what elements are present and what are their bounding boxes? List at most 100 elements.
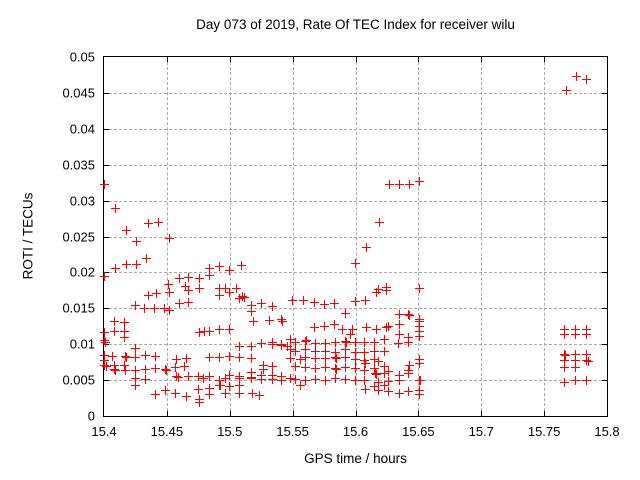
data-point-marker (340, 363, 350, 373)
data-point-marker (320, 363, 330, 373)
data-point-marker (255, 390, 265, 400)
data-point-marker (120, 351, 130, 361)
data-point-marker (110, 366, 120, 376)
y-tick-mark (104, 308, 109, 310)
data-point-marker (237, 292, 247, 302)
data-point-marker (379, 335, 389, 345)
data-point-marker (221, 389, 231, 399)
data-point-marker (235, 380, 245, 390)
x-tick-mark (481, 411, 483, 416)
data-point-marker (152, 289, 162, 299)
data-point-marker (221, 374, 231, 384)
data-point-marker (582, 330, 592, 340)
data-point-marker (276, 375, 286, 385)
data-point-marker (268, 301, 277, 311)
data-point-marker (359, 376, 369, 386)
data-point-marker (225, 351, 235, 361)
data-point-marker (415, 316, 425, 326)
data-point-marker (215, 262, 225, 272)
data-point-marker (300, 345, 310, 355)
y-tick-mark (104, 164, 109, 166)
data-point-marker (182, 354, 192, 364)
data-point-marker (395, 179, 404, 189)
data-point-marker (405, 179, 415, 189)
y-tick-mark (602, 92, 607, 94)
data-point-marker (395, 389, 404, 399)
data-point-marker (403, 310, 413, 320)
data-point-marker (172, 372, 182, 381)
data-point-marker (161, 386, 171, 396)
data-point-marker (171, 363, 181, 373)
data-point-marker (163, 280, 173, 290)
data-point-marker (403, 369, 413, 379)
data-point-marker (340, 336, 350, 346)
data-point-marker (415, 389, 425, 399)
data-point-marker (415, 177, 425, 187)
data-point-marker (319, 300, 329, 310)
data-point-marker (235, 353, 245, 363)
data-point-marker (351, 354, 360, 364)
data-point-marker (99, 351, 109, 361)
data-point-marker (283, 341, 293, 351)
data-point-marker (415, 359, 425, 369)
x-tick-label: 15.65 (402, 424, 435, 439)
x-tick-mark (355, 411, 357, 416)
data-point-marker (338, 325, 348, 335)
y-tick-mark (602, 128, 607, 130)
data-point-marker (235, 374, 245, 384)
data-point-marker (140, 374, 150, 384)
data-point-marker (382, 282, 392, 292)
data-point-marker (340, 353, 350, 363)
data-point-marker (110, 264, 120, 274)
data-point-marker (332, 364, 342, 374)
data-point-marker (285, 374, 295, 384)
data-point-marker (379, 361, 389, 371)
data-point-marker (330, 338, 340, 348)
data-point-marker (582, 325, 592, 335)
data-point-marker (200, 327, 210, 337)
data-point-marker (225, 265, 235, 275)
data-point-marker (195, 283, 205, 293)
x-tick-mark (481, 57, 483, 62)
data-point-marker (195, 273, 205, 283)
data-point-marker (403, 337, 413, 347)
data-point-marker (285, 354, 295, 364)
data-point-marker (384, 179, 394, 189)
data-point-marker (132, 237, 142, 247)
data-point-marker (361, 295, 371, 305)
data-point-marker (119, 318, 129, 328)
data-point-marker (374, 218, 384, 228)
data-point-marker (174, 298, 184, 308)
y-tick-mark (602, 344, 607, 346)
data-point-marker (246, 354, 256, 364)
data-point-marker (372, 324, 382, 334)
x-tick-label: 15.7 (468, 424, 494, 439)
data-point-marker (310, 374, 320, 384)
data-point-marker (395, 319, 404, 329)
x-tick-mark (292, 57, 294, 62)
data-point-marker (351, 296, 360, 306)
y-tick-mark (104, 380, 109, 382)
data-point-marker (149, 303, 159, 313)
gridline-horizontal (104, 200, 607, 202)
x-tick-label: 15.4 (91, 424, 117, 439)
y-tick-mark (104, 200, 109, 202)
data-point-marker (372, 369, 382, 379)
data-point-marker (373, 285, 383, 295)
data-point-marker (193, 372, 203, 381)
data-point-marker (130, 344, 140, 353)
data-point-marker (151, 364, 161, 374)
y-tick-mark (602, 380, 607, 382)
data-point-marker (215, 290, 225, 300)
data-point-marker (359, 338, 369, 348)
data-point-marker (130, 380, 140, 390)
data-point-marker (582, 349, 592, 359)
data-point-marker (183, 298, 193, 308)
data-point-marker (99, 272, 109, 282)
x-tick-mark (229, 411, 231, 416)
data-point-marker (256, 374, 266, 384)
data-point-marker (369, 382, 379, 392)
data-point-marker (290, 346, 300, 356)
data-point-marker (216, 381, 226, 391)
